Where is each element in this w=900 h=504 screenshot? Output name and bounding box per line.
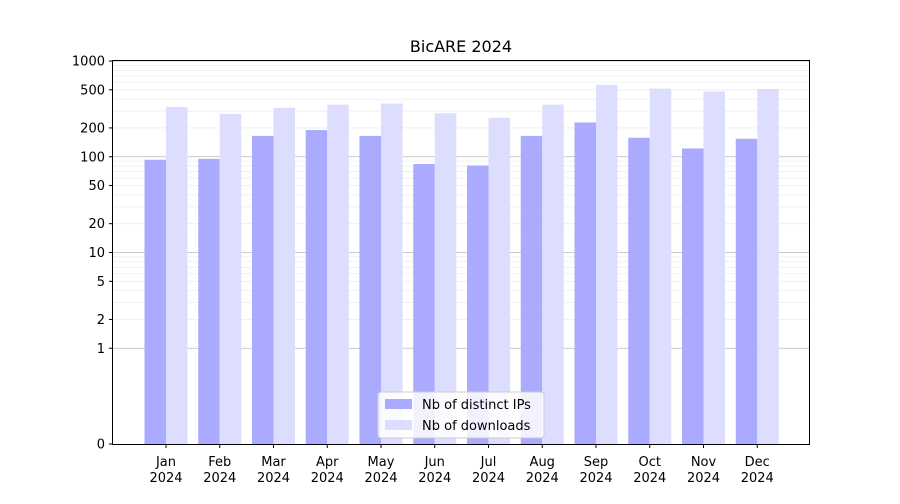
y-tick-label: 100 bbox=[80, 150, 105, 165]
x-tick-label-month: Jan bbox=[155, 455, 176, 470]
bar-downloads bbox=[273, 107, 295, 444]
y-tick-label: 20 bbox=[88, 217, 105, 232]
bar-downloads bbox=[381, 103, 403, 444]
y-tick-label: 5 bbox=[97, 275, 105, 290]
bar-distinct-ips bbox=[305, 130, 328, 445]
bar-distinct-ips bbox=[359, 135, 381, 445]
y-tick-label: 50 bbox=[88, 179, 105, 194]
x-tick-label-year: 2024 bbox=[203, 471, 236, 486]
x-tick-label-year: 2024 bbox=[257, 471, 290, 486]
x-tick-label-month: Apr bbox=[316, 455, 339, 470]
bar-distinct-ips bbox=[144, 159, 166, 444]
x-tick-label-year: 2024 bbox=[687, 471, 720, 486]
x-tick-label-month: Oct bbox=[639, 455, 661, 470]
y-tick-label: 0 bbox=[97, 438, 105, 453]
bar-downloads bbox=[166, 107, 188, 444]
x-tick-label-month: Jul bbox=[480, 455, 497, 470]
legend-swatch bbox=[385, 420, 412, 430]
bar-downloads bbox=[703, 91, 725, 444]
x-tick-label-month: May bbox=[368, 455, 395, 470]
y-tick-label: 1 bbox=[97, 342, 105, 357]
x-tick-label-year: 2024 bbox=[364, 471, 397, 486]
y-axis: 0 1 2 5 10 20 50 100 200 500 1000 bbox=[72, 55, 113, 453]
bar-distinct-ips bbox=[252, 135, 274, 445]
y-tick-label: 1000 bbox=[72, 55, 105, 70]
bar-downloads bbox=[757, 89, 779, 444]
y-tick-label: 200 bbox=[80, 121, 105, 136]
x-tick-label-month: Dec bbox=[745, 455, 770, 470]
x-tick-label-year: 2024 bbox=[741, 471, 774, 486]
x-tick-label-month: Sep bbox=[584, 455, 609, 470]
bar-downloads bbox=[434, 113, 457, 444]
bar-downloads bbox=[542, 104, 564, 444]
x-tick-label-year: 2024 bbox=[311, 471, 344, 486]
x-axis: Jan2024Feb2024Mar2024Apr2024May2024Jun20… bbox=[149, 444, 774, 486]
bar-distinct-ips bbox=[198, 158, 220, 444]
x-tick-label-month: Feb bbox=[208, 455, 231, 470]
bar-downloads bbox=[649, 88, 672, 445]
bar-distinct-ips bbox=[520, 135, 543, 445]
legend: Nb of distinct IPs Nb of downloads bbox=[377, 391, 545, 439]
x-tick-label-month: Aug bbox=[530, 455, 555, 470]
x-tick-label-month: Mar bbox=[261, 455, 286, 470]
legend-swatch bbox=[385, 399, 412, 409]
y-tick-label: 500 bbox=[80, 83, 105, 98]
bar-downloads bbox=[596, 84, 618, 444]
legend-label: Nb of downloads bbox=[422, 419, 531, 434]
x-tick-label-year: 2024 bbox=[579, 471, 612, 486]
y-tick-label: 10 bbox=[88, 246, 105, 261]
x-tick-label-year: 2024 bbox=[149, 471, 182, 486]
bar-distinct-ips bbox=[735, 138, 758, 444]
x-tick-label-year: 2024 bbox=[418, 471, 451, 486]
x-tick-label-year: 2024 bbox=[472, 471, 505, 486]
x-tick-label-year: 2024 bbox=[633, 471, 666, 486]
legend-label: Nb of distinct IPs bbox=[422, 398, 531, 413]
bar-downloads bbox=[219, 113, 242, 444]
legend-box bbox=[377, 391, 545, 439]
x-tick-label-month: Jun bbox=[424, 455, 445, 470]
chart-title: BicARE 2024 bbox=[410, 37, 512, 56]
y-tick-label: 2 bbox=[97, 313, 105, 328]
bar-distinct-ips bbox=[574, 122, 596, 445]
bar-downloads bbox=[327, 104, 349, 444]
bar-distinct-ips bbox=[413, 164, 435, 445]
bar-distinct-ips bbox=[682, 148, 704, 444]
bars bbox=[144, 84, 779, 445]
bar-distinct-ips bbox=[467, 165, 489, 444]
x-tick-label-year: 2024 bbox=[526, 471, 559, 486]
bar-distinct-ips bbox=[628, 137, 650, 444]
bar-downloads bbox=[488, 117, 510, 444]
x-tick-label-month: Nov bbox=[691, 455, 717, 470]
